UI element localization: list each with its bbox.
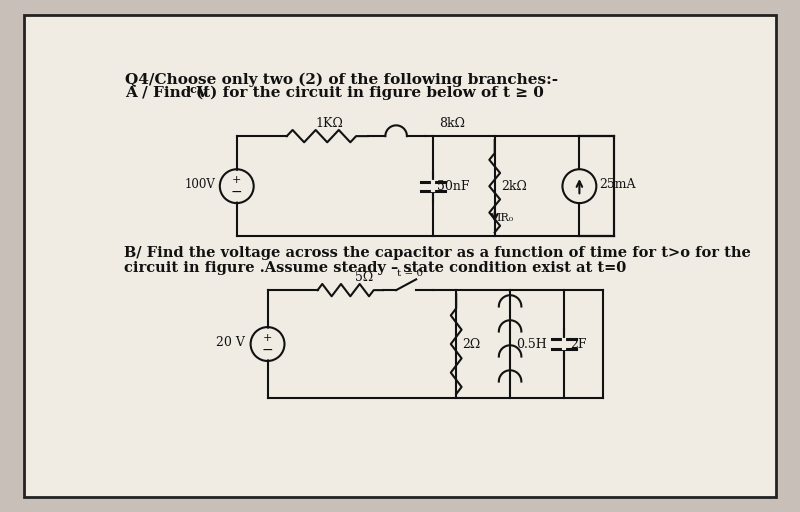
Circle shape xyxy=(564,171,595,202)
Text: −: − xyxy=(262,343,274,357)
Text: 50nF: 50nF xyxy=(437,180,470,193)
Text: 20 V: 20 V xyxy=(215,336,245,349)
Text: 2Ω: 2Ω xyxy=(462,337,481,351)
Text: 100V: 100V xyxy=(184,178,215,191)
Text: Q4/Choose only two (2) of the following branches:-: Q4/Choose only two (2) of the following … xyxy=(125,72,558,87)
Circle shape xyxy=(252,329,283,359)
Text: 5Ω: 5Ω xyxy=(354,271,373,284)
Text: 2kΩ: 2kΩ xyxy=(501,180,526,193)
Circle shape xyxy=(222,171,252,202)
Text: +: + xyxy=(232,175,242,185)
Text: (t) for the circuit in figure below of t ≥ 0: (t) for the circuit in figure below of t… xyxy=(196,86,544,100)
Text: IR₀: IR₀ xyxy=(496,213,514,223)
Text: 2F: 2F xyxy=(570,337,586,351)
Text: 1KΩ: 1KΩ xyxy=(315,117,343,130)
Text: circuit in figure .Assume steady – state condition exist at t=0: circuit in figure .Assume steady – state… xyxy=(123,261,626,275)
FancyBboxPatch shape xyxy=(24,15,776,497)
Text: 8kΩ: 8kΩ xyxy=(439,117,466,130)
Text: 25mA: 25mA xyxy=(599,178,636,191)
Text: B/ Find the voltage across the capacitor as a function of time for t>o for the: B/ Find the voltage across the capacitor… xyxy=(123,246,750,260)
Text: A / Find V: A / Find V xyxy=(125,86,209,99)
Text: t = 0: t = 0 xyxy=(397,269,423,278)
Text: +: + xyxy=(263,333,272,343)
Text: 0.5H: 0.5H xyxy=(516,337,547,351)
Text: c: c xyxy=(189,84,196,95)
Text: −: − xyxy=(231,185,242,199)
